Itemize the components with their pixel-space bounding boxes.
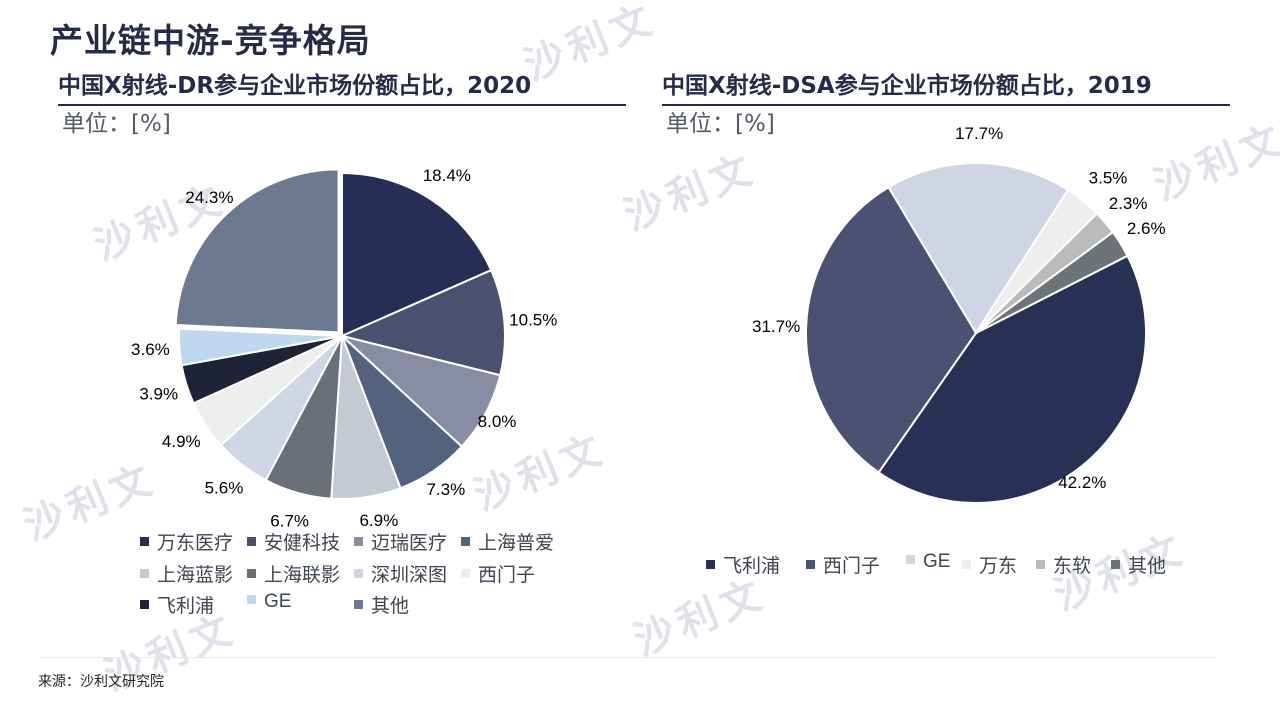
dr-legend-swatch	[247, 537, 256, 547]
dr-slice-label-2: 8.0%	[478, 412, 517, 431]
source-note: 来源：沙利文研究院	[38, 674, 164, 690]
dr-legend-swatch	[140, 569, 149, 579]
dr-legend-item: 其他	[354, 591, 409, 618]
page-title: 产业链中游-竞争格局	[50, 21, 371, 60]
dr-legend-label: 其他	[371, 596, 410, 617]
dr-legend-swatch	[354, 537, 363, 547]
dsa-legend-swatch	[706, 560, 715, 570]
dsa-legend-label: 西门子	[823, 556, 881, 577]
dsa-legend-swatch	[1036, 560, 1045, 570]
dsa-legend-label: 万东	[979, 556, 1018, 577]
dr-slice-label-0: 18.4%	[423, 166, 471, 185]
dr-legend-label: GE	[264, 591, 292, 612]
dr-slice-9	[178, 327, 343, 367]
dr-legend-item: 西门子	[461, 560, 535, 587]
dsa-legend-item: 其他	[1111, 551, 1166, 578]
dr-chart-title: 中国X射线-DR参与企业市场份额占比，2020	[58, 66, 626, 106]
dr-slice-label-8: 3.9%	[139, 384, 178, 403]
footer-divider	[40, 657, 1216, 658]
dr-legend-item: 万东医疗	[140, 528, 233, 555]
dr-legend-swatch	[354, 600, 363, 610]
dr-slice-10	[174, 168, 340, 334]
dr-legend-item: 上海联影	[247, 560, 340, 587]
dr-unit-label: 单位：[%]	[62, 111, 171, 137]
dr-legend-item: 上海蓝影	[140, 560, 233, 587]
dr-legend-item: 深圳深图	[354, 560, 447, 587]
dr-legend-swatch	[140, 537, 149, 547]
dr-slice-1	[338, 268, 506, 377]
dr-slice-label-10: 24.3%	[185, 188, 233, 207]
dr-slice-0	[341, 171, 493, 338]
dsa-slice-2	[887, 162, 1070, 335]
dsa-legend-swatch	[962, 560, 971, 570]
dsa-slice-label-1: 31.7%	[752, 317, 800, 336]
dr-legend-label: 上海蓝影	[157, 565, 234, 586]
dsa-slice-label-3: 3.5%	[1089, 169, 1128, 188]
dsa-slice-label-0: 42.2%	[1058, 473, 1106, 492]
dr-legend-item: GE	[247, 591, 291, 613]
dsa-chart-title: 中国X射线-DSA参与企业市场份额占比，2019	[662, 66, 1230, 106]
dr-slice-label-9: 3.6%	[131, 340, 170, 359]
dsa-legend-label: 东软	[1053, 556, 1092, 577]
dsa-legend-item: 东软	[1036, 551, 1091, 578]
dr-legend-label: 上海普爱	[478, 533, 555, 554]
dr-legend-label: 深圳深图	[371, 565, 448, 586]
dsa-legend-label: 飞利浦	[723, 556, 781, 577]
dr-legend-item: 安健科技	[247, 528, 340, 555]
dsa-legend-swatch	[906, 555, 915, 565]
dr-legend-swatch	[247, 569, 256, 579]
dsa-legend-item: GE	[906, 551, 950, 573]
dr-legend-item: 飞利浦	[140, 591, 214, 618]
dr-legend-label: 万东医疗	[157, 533, 234, 554]
dr-legend-swatch	[461, 569, 470, 579]
dr-legend-label: 安健科技	[264, 533, 341, 554]
dr-legend-label: 飞利浦	[157, 596, 215, 617]
dr-slice-label-3: 7.3%	[426, 480, 465, 499]
dr-slice-label-7: 4.9%	[162, 432, 201, 451]
dsa-slice-0	[877, 254, 1147, 504]
dr-legend-swatch	[461, 537, 470, 547]
dsa-slice-label-5: 2.6%	[1127, 219, 1166, 238]
dr-slice-label-1: 10.5%	[509, 310, 557, 329]
dsa-legend-swatch	[806, 560, 815, 570]
dr-legend-swatch	[247, 595, 256, 605]
dr-legend-swatch	[354, 569, 363, 579]
dsa-legend-item: 西门子	[806, 551, 880, 578]
dr-legend-item: 上海普爱	[461, 528, 554, 555]
dr-legend-label: 上海联影	[264, 565, 341, 586]
dsa-unit-label: 单位：[%]	[666, 111, 775, 137]
dr-legend-item: 迈瑞医疗	[354, 528, 447, 555]
dsa-slice-label-4: 2.3%	[1109, 194, 1148, 213]
dsa-legend-item: 飞利浦	[706, 551, 780, 578]
dr-slice-label-5: 6.7%	[270, 512, 309, 531]
dsa-slice-label-2: 17.7%	[955, 124, 1003, 143]
dsa-legend-swatch	[1111, 560, 1120, 570]
dr-slice-label-6: 5.6%	[205, 478, 244, 497]
dr-legend-swatch	[140, 600, 149, 610]
dr-legend-label: 西门子	[478, 565, 536, 586]
dr-slice-label-4: 6.9%	[359, 511, 398, 530]
dsa-slice-1	[805, 185, 978, 474]
dr-legend-label: 迈瑞医疗	[371, 533, 448, 554]
dsa-legend-label: GE	[923, 551, 951, 572]
dsa-legend-item: 万东	[962, 551, 1017, 578]
dsa-legend-label: 其他	[1128, 556, 1167, 577]
dsa-slice-5	[975, 230, 1129, 334]
